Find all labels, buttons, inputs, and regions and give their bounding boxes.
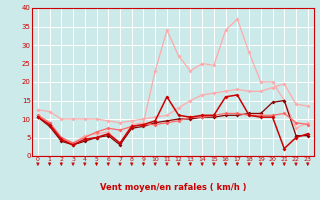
Text: Vent moyen/en rafales ( km/h ): Vent moyen/en rafales ( km/h ) [100,183,246,192]
